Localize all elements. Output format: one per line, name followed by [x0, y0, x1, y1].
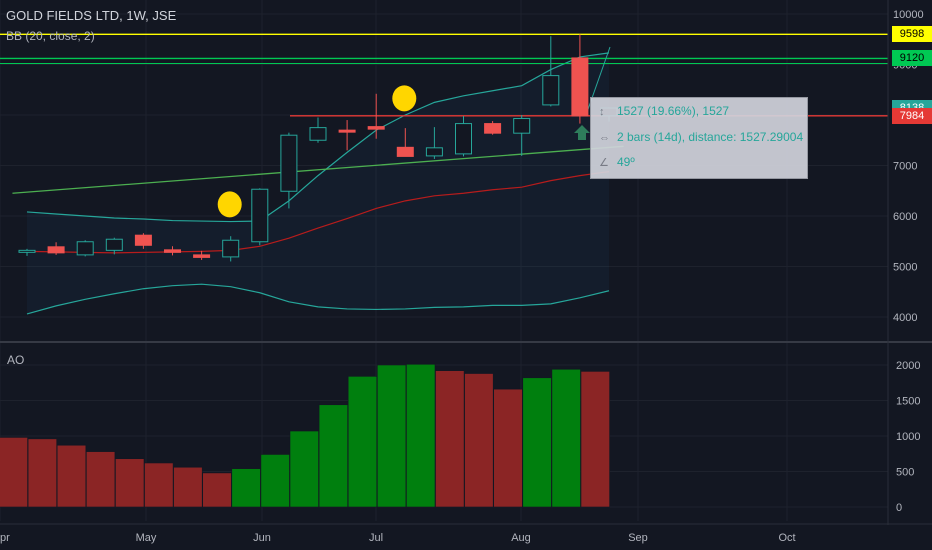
ao-bar [115, 458, 145, 508]
candle-body [251, 188, 269, 243]
ao-bar [202, 472, 232, 508]
ao-tick-label: 2000 [896, 360, 920, 372]
candle-body [425, 147, 443, 157]
price-tick-label: 6000 [893, 211, 917, 223]
time-tick-label: pr [0, 532, 10, 544]
ao-bar [173, 466, 203, 508]
bb-basis [26, 170, 610, 254]
candle-body [222, 239, 240, 258]
angle-icon: ∠ [599, 157, 609, 169]
ao-bar [551, 368, 581, 508]
ao-panel-label[interactable]: AO [7, 353, 25, 367]
candle-body [280, 134, 298, 192]
candle-body [367, 126, 385, 130]
price-tag: 9120 [892, 50, 932, 67]
time-tick-label: Jun [253, 532, 271, 544]
ao-histogram [0, 363, 610, 508]
candle-body [513, 118, 531, 134]
ao-bar [435, 370, 465, 508]
candle-body [105, 238, 123, 251]
candlestick-series [18, 34, 618, 262]
price-tag: 9598 [892, 26, 932, 43]
measure-tooltip: ↕ 1527 (19.66%), 1527 ⇔ 2 bars (14d), dist… [590, 97, 808, 179]
time-tick-label: Sep [628, 532, 648, 544]
candle-body [18, 249, 36, 253]
ao-bar [522, 377, 552, 508]
chart-markers [217, 85, 417, 218]
ao-bar [318, 404, 349, 508]
ao-bar [0, 437, 28, 508]
candle-body [542, 75, 560, 106]
ao-bar [376, 364, 407, 508]
ao-bar [580, 371, 610, 508]
measure-bars-distance: 2 bars (14d), distance: 1527.29004 [617, 130, 804, 144]
time-tick-label: Oct [778, 532, 795, 544]
ao-tick-label: 500 [896, 467, 914, 479]
candle-body [455, 123, 472, 155]
candle-body [309, 127, 327, 141]
candle-body [338, 129, 356, 133]
time-tick-label: Aug [511, 532, 531, 544]
ao-bar [231, 468, 261, 508]
bb-fill [27, 52, 609, 314]
bb-lower [26, 283, 610, 315]
candle-body [134, 234, 152, 246]
ao-bar [260, 454, 290, 508]
price-tick-label: 10000 [893, 9, 924, 21]
ao-bar [406, 363, 436, 508]
price-tick-label: 7000 [893, 161, 917, 173]
bb-upper [26, 52, 610, 223]
ao-bar [289, 430, 319, 508]
ao-tick-label: 0 [896, 502, 902, 514]
ao-bar [493, 388, 523, 508]
measure-arrow-icon [574, 125, 590, 140]
ao-tick-label: 1500 [896, 396, 920, 408]
marker-dot [392, 85, 417, 112]
date-range-icon: ⇔ [599, 132, 610, 144]
candle-body [193, 254, 211, 258]
price-tick-label: 4000 [893, 312, 917, 324]
time-tick-label: May [136, 532, 157, 544]
candle-body [484, 123, 502, 134]
price-range-icon: ↕ [599, 106, 605, 118]
measure-angle: 49º [617, 155, 635, 169]
candle-body [396, 146, 414, 157]
ao-bar [144, 462, 174, 508]
candle-body [76, 241, 94, 256]
candle-body [47, 246, 65, 254]
marker-dot [217, 191, 242, 218]
time-tick-label: Jul [369, 532, 383, 544]
ao-bar [86, 451, 116, 508]
ao-bar [464, 373, 494, 508]
candle-body [571, 57, 589, 117]
candle-body [164, 249, 181, 253]
price-tag: 7984 [892, 107, 932, 124]
measure-price-change: 1527 (19.66%), 1527 [617, 104, 730, 118]
chart-title: GOLD FIELDS LTD, 1W, JSE [6, 8, 177, 23]
price-tick-label: 5000 [893, 262, 917, 274]
horizontal-levels [0, 33, 888, 117]
ao-bar [56, 444, 87, 508]
indicator-legend[interactable]: BB (20, close, 2) [6, 29, 95, 43]
bollinger-bands [26, 52, 610, 315]
ao-bar [347, 376, 378, 508]
ao-bar [27, 438, 58, 508]
ao-tick-label: 1000 [896, 431, 920, 443]
measure-line [585, 46, 611, 116]
